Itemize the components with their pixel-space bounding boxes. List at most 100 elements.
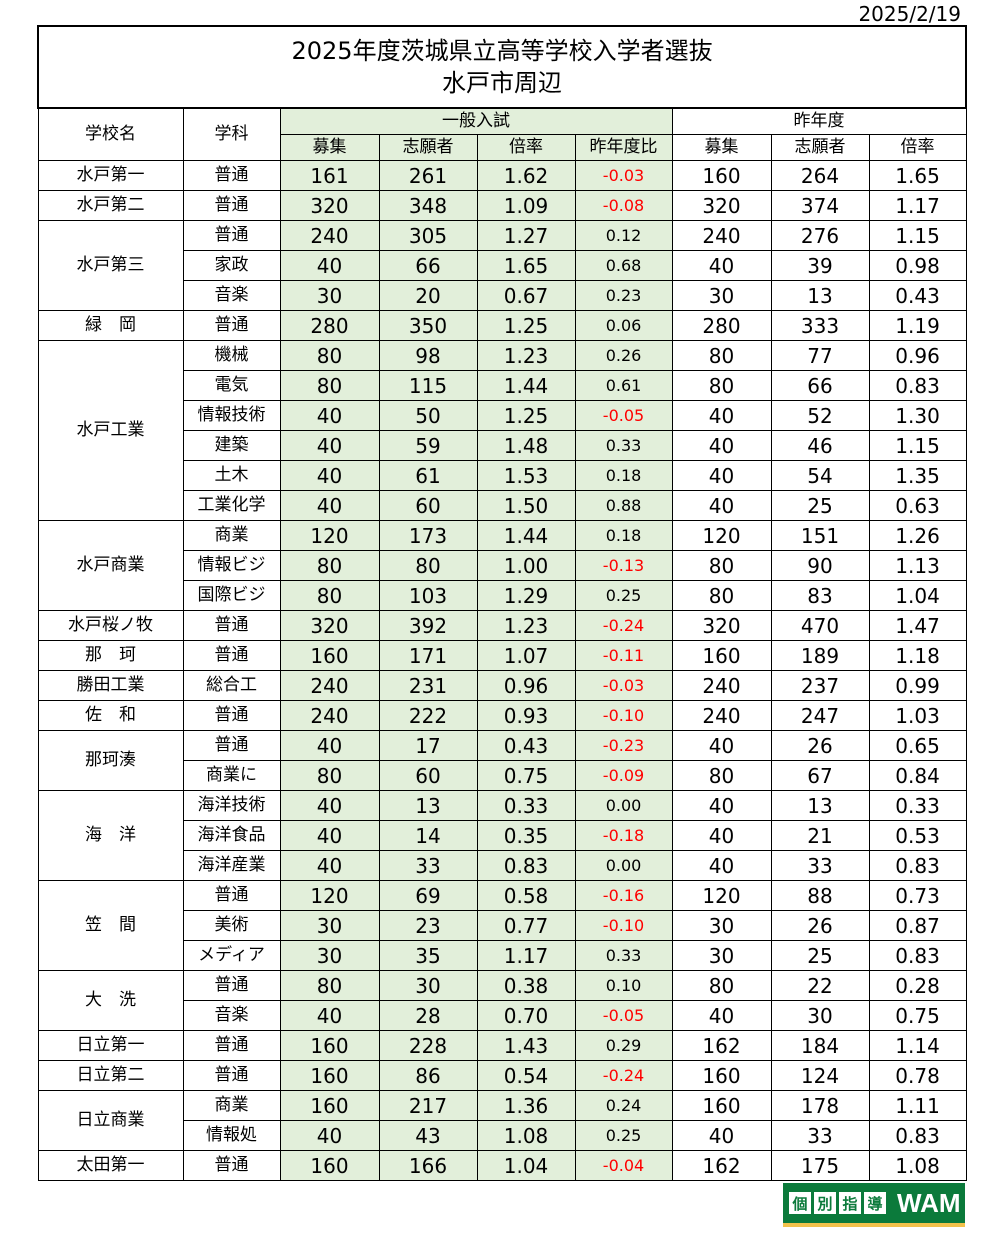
- cell-ratio: 1.04: [476, 1150, 576, 1181]
- date-label: 2025/2/19: [858, 2, 961, 26]
- cell-diff: -0.03: [574, 670, 673, 701]
- table-row: 佐 和普通 240 222 0.93 -0.10 240 247 1.03: [37, 700, 967, 731]
- cell-dept: 普通: [182, 700, 281, 731]
- header-quota: 募集: [279, 134, 380, 161]
- cell-diff: 0.00: [574, 790, 673, 821]
- cell-quota: 40: [279, 460, 380, 491]
- cell-applicants: 50: [378, 400, 478, 431]
- cell-prev-ratio: 1.04: [868, 580, 967, 611]
- cell-ratio: 0.96: [476, 670, 576, 701]
- cell-prev-applicants: 33: [770, 1120, 870, 1151]
- cell-diff: -0.03: [574, 160, 673, 191]
- cell-diff: -0.09: [574, 760, 673, 791]
- cell-ratio: 0.75: [476, 760, 576, 791]
- school-name: 日立第一: [37, 1030, 184, 1061]
- cell-prev-ratio: 0.65: [868, 730, 967, 761]
- cell-prev-applicants: 67: [770, 760, 870, 791]
- cell-applicants: 17: [378, 730, 478, 761]
- table-row: 建築 40 59 1.48 0.33 40 46 1.15: [38, 430, 967, 461]
- school-name: 水戸商業: [37, 520, 184, 611]
- cell-dept: 音楽: [182, 280, 281, 311]
- cell-quota: 40: [279, 820, 380, 851]
- school-name: 那 珂: [37, 640, 184, 671]
- cell-ratio: 0.33: [476, 790, 576, 821]
- cell-diff: 0.12: [574, 220, 673, 251]
- table-row: 水戸第二 普通 320 348 1.09 -0.08 320 374 1.17: [37, 190, 967, 221]
- cell-prev-ratio: 0.63: [868, 490, 967, 521]
- table-row: 日立第二 普通 160 86 0.54 -0.24 160 124 0.78: [37, 1060, 967, 1091]
- cell-prev-ratio: 0.43: [868, 280, 967, 311]
- cell-prev-quota: 80: [671, 760, 772, 791]
- cell-applicants: 222: [378, 700, 478, 731]
- table-row: 国際ビジ 80 103 1.29 0.25 80 83 1.04: [38, 580, 967, 611]
- cell-diff: 0.06: [574, 310, 673, 341]
- cell-prev-applicants: 83: [770, 580, 870, 611]
- cell-prev-ratio: 0.75: [868, 1000, 967, 1031]
- cell-diff: -0.24: [574, 610, 673, 641]
- cell-prev-applicants: 54: [770, 460, 870, 491]
- cell-prev-applicants: 90: [770, 550, 870, 581]
- cell-quota: 80: [279, 760, 380, 791]
- cell-dept: 総合工: [182, 670, 281, 701]
- cell-dept: 普通: [182, 1060, 281, 1091]
- table-row: 日立第一 普通 160 228 1.43 0.29 162 184 1.14: [37, 1030, 967, 1061]
- cell-prev-ratio: 1.15: [868, 220, 967, 251]
- cell-diff: -0.04: [574, 1150, 673, 1181]
- cell-quota: 40: [279, 250, 380, 281]
- cell-prev-quota: 40: [671, 820, 772, 851]
- school-name: 勝田工業: [37, 670, 184, 701]
- cell-dept: 普通: [182, 1150, 281, 1181]
- cell-prev-applicants: 333: [770, 310, 870, 341]
- cell-applicants: 59: [378, 430, 478, 461]
- cell-applicants: 86: [378, 1060, 478, 1091]
- school-name: 那珂湊: [37, 730, 184, 791]
- cell-prev-quota: 40: [671, 430, 772, 461]
- cell-dept: 商業: [182, 1090, 281, 1121]
- cell-quota: 40: [279, 400, 380, 431]
- cell-ratio: 1.00: [476, 550, 576, 581]
- cell-applicants: 13: [378, 790, 478, 821]
- cell-prev-quota: 40: [671, 790, 772, 821]
- cell-ratio: 0.43: [476, 730, 576, 761]
- cell-diff: 0.26: [574, 340, 673, 371]
- cell-dept: 建築: [182, 430, 281, 461]
- table-row: 海洋産業 40 33 0.83 0.00 40 33 0.83: [38, 850, 967, 881]
- cell-quota: 30: [279, 940, 380, 971]
- cell-prev-applicants: 66: [770, 370, 870, 401]
- cell-prev-quota: 40: [671, 1000, 772, 1031]
- cell-quota: 160: [279, 1060, 380, 1091]
- cell-dept: 普通: [182, 160, 281, 191]
- cell-diff: 0.29: [574, 1030, 673, 1061]
- cell-quota: 40: [279, 850, 380, 881]
- cell-ratio: 1.25: [476, 310, 576, 341]
- school-name: 緑 岡: [37, 310, 184, 341]
- cell-dept: 情報技術: [182, 400, 281, 431]
- cell-prev-ratio: 1.18: [868, 640, 967, 671]
- table-row: 緑 岡普通 280 350 1.25 0.06 280 333 1.19: [37, 310, 967, 341]
- title-line2: 水戸市周辺: [442, 69, 563, 97]
- cell-applicants: 20: [378, 280, 478, 311]
- cell-prev-applicants: 25: [770, 490, 870, 521]
- cell-quota: 80: [279, 370, 380, 401]
- cell-prev-quota: 40: [671, 850, 772, 881]
- cell-ratio: 0.70: [476, 1000, 576, 1031]
- cell-dept: 電気: [182, 370, 281, 401]
- cell-prev-quota: 80: [671, 970, 772, 1001]
- cell-applicants: 103: [378, 580, 478, 611]
- table-row: 情報技術 40 50 1.25 -0.05 40 52 1.30: [38, 400, 967, 431]
- cell-quota: 160: [279, 1030, 380, 1061]
- school-name: 日立商業: [37, 1090, 184, 1151]
- cell-prev-ratio: 1.14: [868, 1030, 967, 1061]
- cell-prev-applicants: 33: [770, 850, 870, 881]
- cell-dept: 海洋食品: [182, 820, 281, 851]
- cell-diff: 0.18: [574, 460, 673, 491]
- cell-prev-quota: 160: [671, 1060, 772, 1091]
- cell-applicants: 33: [378, 850, 478, 881]
- cell-applicants: 60: [378, 760, 478, 791]
- table-row: 音楽 40 28 0.70 -0.05 40 30 0.75: [38, 1000, 967, 1031]
- cell-prev-applicants: 151: [770, 520, 870, 551]
- cell-applicants: 69: [378, 880, 478, 911]
- cell-prev-quota: 40: [671, 250, 772, 281]
- cell-quota: 320: [279, 190, 380, 221]
- cell-prev-applicants: 77: [770, 340, 870, 371]
